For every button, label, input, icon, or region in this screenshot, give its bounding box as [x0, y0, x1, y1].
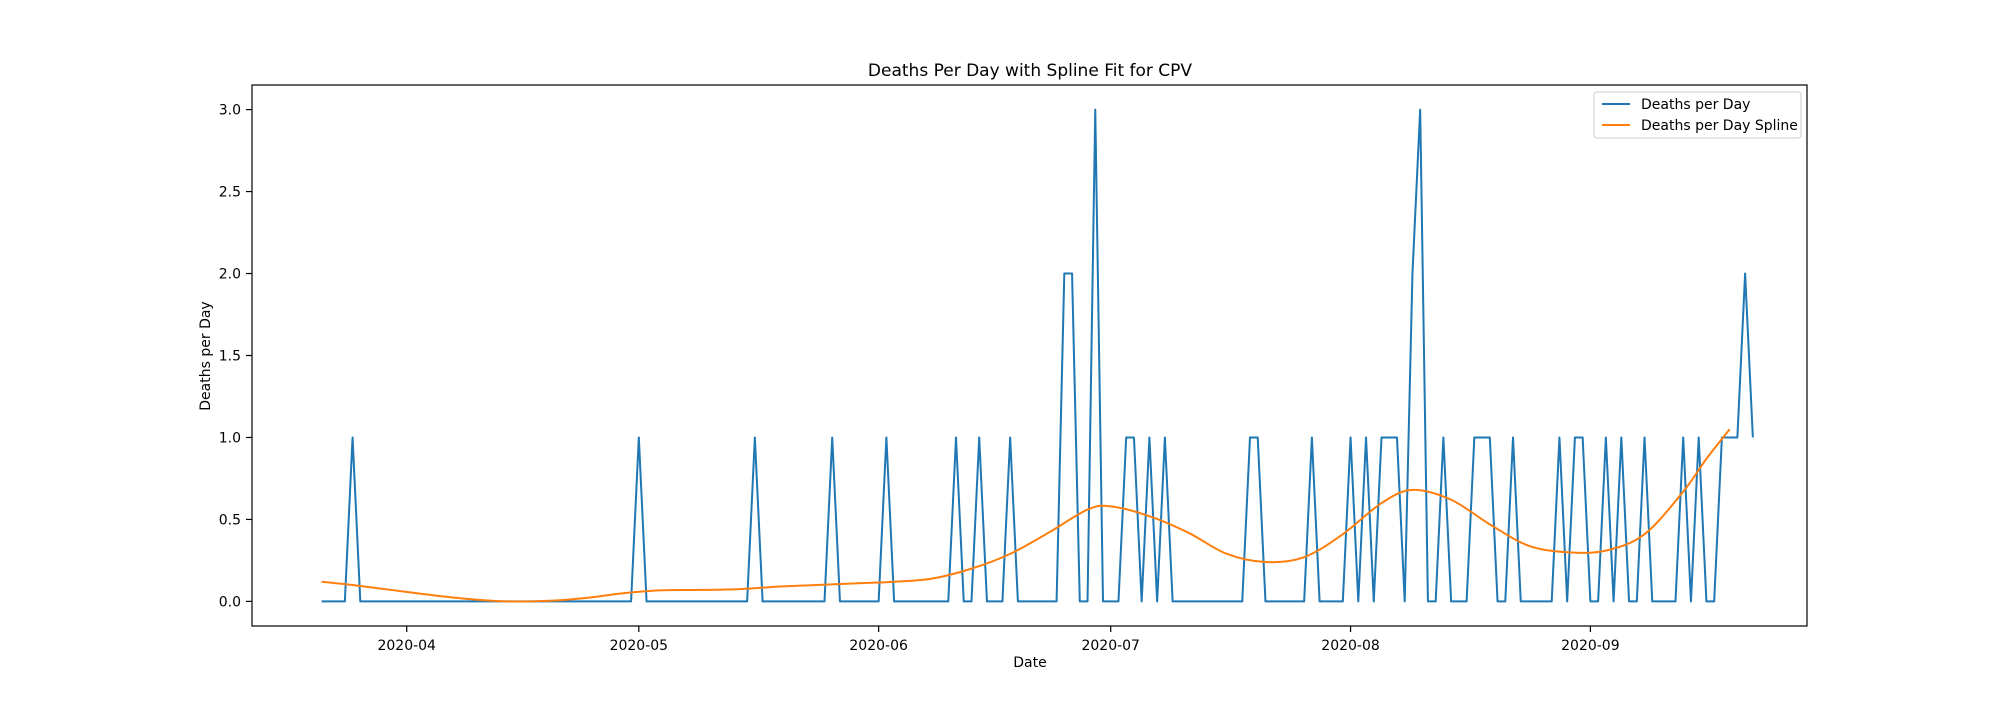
x-tick-label: 2020-05 — [610, 638, 669, 654]
y-axis-label: Deaths per Day — [198, 301, 214, 410]
y-tick-label: 3.0 — [219, 103, 241, 119]
x-axis-label: Date — [1013, 655, 1046, 671]
x-tick-label: 2020-09 — [1561, 638, 1620, 654]
y-tick-label: 0.5 — [219, 512, 241, 528]
x-tick-label: 2020-08 — [1321, 638, 1380, 654]
legend-box — [1593, 91, 1802, 139]
y-tick-label: 1.5 — [219, 349, 241, 365]
y-axis-ticks: 0.0 0.5 1.0 1.5 2.0 2.5 3.0 — [219, 103, 252, 610]
chart-title: Deaths Per Day with Spline Fit for CPV — [868, 61, 1193, 81]
legend-label: Deaths per Day — [1641, 97, 1750, 113]
y-tick-label: 0.0 — [219, 594, 241, 610]
deaths-per-day-line — [321, 108, 1754, 603]
deaths-per-day-spline-line — [321, 428, 1731, 603]
x-axis-ticks: 2020-04 2020-05 2020-06 2020-07 2020-08 2020-… — [377, 626, 1620, 654]
legend: Deaths per Day Deaths per Day Spline — [1593, 91, 1802, 139]
x-tick-label: 2020-07 — [1081, 638, 1140, 654]
x-tick-label: 2020-04 — [377, 638, 436, 654]
y-tick-label: 2.0 — [219, 267, 241, 283]
y-tick-label: 2.5 — [219, 185, 241, 201]
series-layer — [321, 108, 1754, 603]
x-tick-label: 2020-06 — [849, 638, 908, 654]
y-tick-label: 1.0 — [219, 430, 241, 446]
legend-label: Deaths per Day Spline — [1641, 118, 1798, 134]
